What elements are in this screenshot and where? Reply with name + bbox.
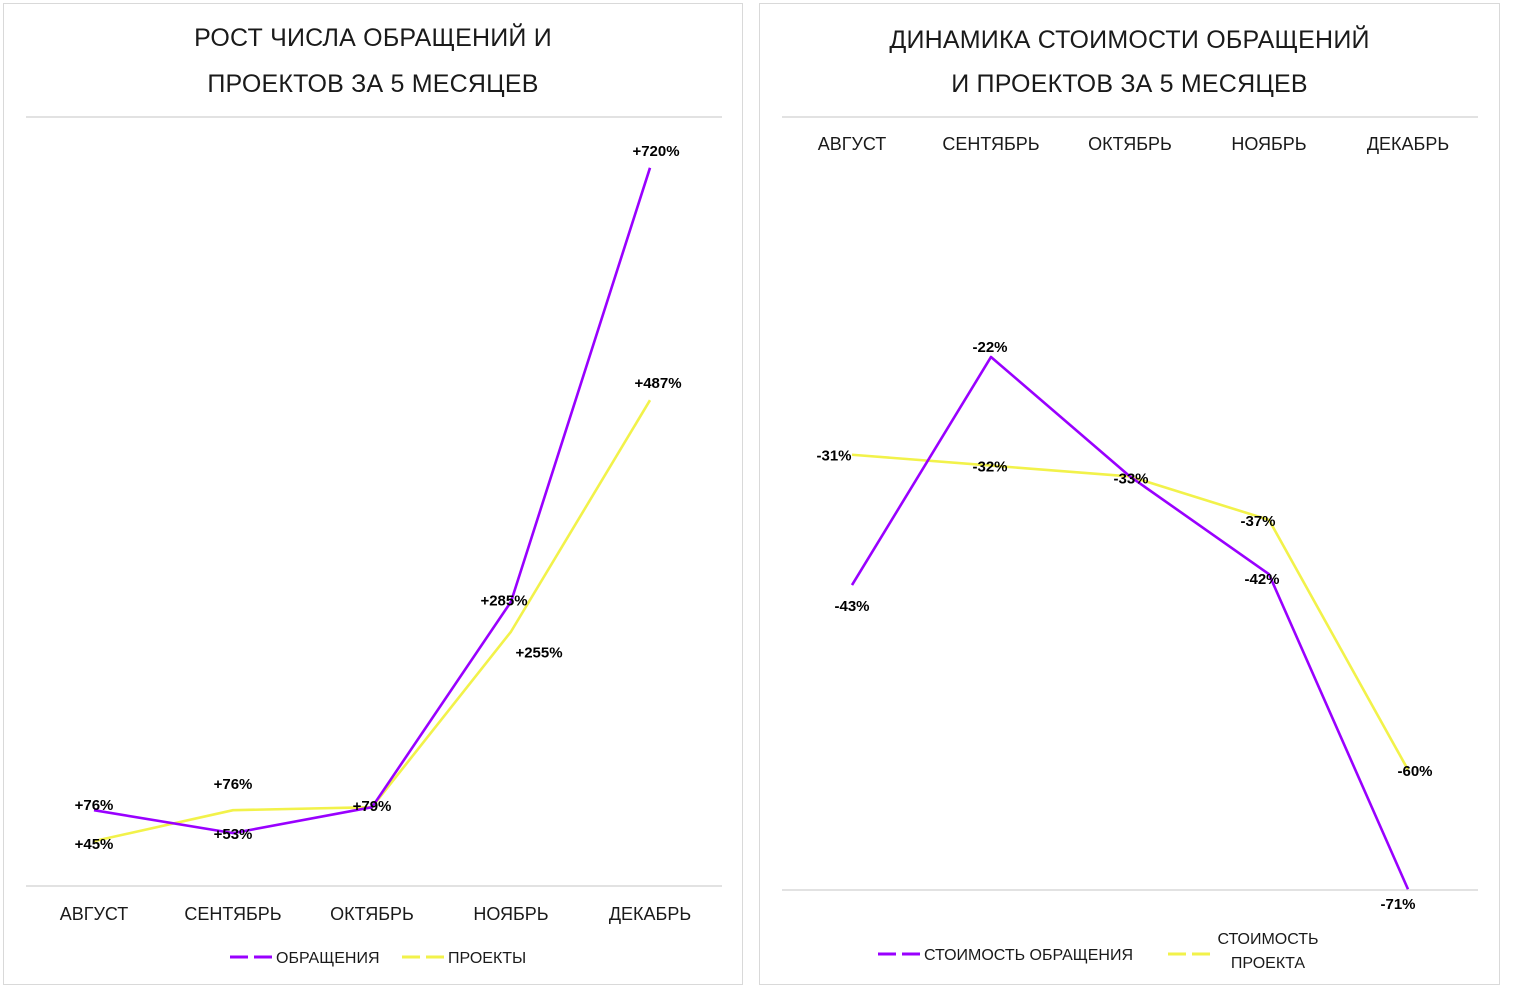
category-label-5: ДЕКАБРЬ xyxy=(609,904,691,924)
chart-title-line-2: И ПРОЕКТОВ ЗА 5 МЕСЯЦЕВ xyxy=(951,70,1308,98)
data-label-s2-1: +45% xyxy=(75,836,114,853)
data-label-s2-4: +255% xyxy=(515,645,562,662)
growth-line-chart: АВГУСТ СЕНТЯБРЬ ОКТЯБРЬ НОЯБРЬ ДЕКАБРЬ +76% +5… xyxy=(26,116,722,967)
data-label-s1-5: -71% xyxy=(1380,896,1415,913)
data-label-s2-2: -32% xyxy=(972,459,1007,476)
data-label-s1-2: -22% xyxy=(972,339,1007,356)
data-label-s2-5: +487% xyxy=(634,375,681,392)
chart-panel-cost: ДИНАМИКА СТОИМОСТИ ОБРАЩЕНИЙ И ПРОЕКТОВ … xyxy=(759,3,1500,985)
series-line-2 xyxy=(851,453,1410,771)
data-label-s1-3: -33% xyxy=(1113,470,1148,487)
data-label-s1-1: +76% xyxy=(75,797,114,814)
data-label-s2-1: -31% xyxy=(816,448,851,465)
category-label-3: ОКТЯБРЬ xyxy=(330,904,414,924)
data-label-s2-4: -37% xyxy=(1240,513,1275,530)
category-label-2: СЕНТЯБРЬ xyxy=(942,134,1039,154)
category-label-2: СЕНТЯБРЬ xyxy=(184,904,281,924)
chart-title-line-1: РОСТ ЧИСЛА ОБРАЩЕНИЙ И xyxy=(194,24,552,52)
category-label-5: ДЕКАБРЬ xyxy=(1367,134,1449,154)
series-line-1 xyxy=(93,167,652,835)
category-label-4: НОЯБРЬ xyxy=(1231,134,1306,154)
series-line-1 xyxy=(850,355,1410,890)
data-label-s1-3: +79% xyxy=(353,798,392,815)
data-label-s2-2: +76% xyxy=(214,776,253,793)
chart-panel-growth: РОСТ ЧИСЛА ОБРАЩЕНИЙ И ПРОЕКТОВ ЗА 5 МЕС… xyxy=(3,3,743,985)
cost-line-chart: АВГУСТ СЕНТЯБРЬ ОКТЯБРЬ НОЯБРЬ ДЕКАБРЬ -43% -2… xyxy=(782,116,1478,972)
data-label-s2-5: -60% xyxy=(1397,763,1432,780)
category-label-1: АВГУСТ xyxy=(818,134,887,154)
category-label-1: АВГУСТ xyxy=(60,904,129,924)
data-label-s1-5: +720% xyxy=(632,143,679,160)
legend-label-2: ПРОЕКТЫ xyxy=(448,950,526,967)
data-label-s1-1: -43% xyxy=(834,598,869,615)
category-label-3: ОКТЯБРЬ xyxy=(1088,134,1172,154)
legend-label-2-line-2: ПРОЕКТА xyxy=(1231,955,1306,972)
legend-label-1: СТОИМОСТЬ ОБРАЩЕНИЯ xyxy=(924,947,1133,964)
legend-label-1: ОБРАЩЕНИЯ xyxy=(276,950,380,967)
chart-title-line-1: ДИНАМИКА СТОИМОСТИ ОБРАЩЕНИЙ xyxy=(889,26,1370,54)
data-label-s1-4: +285% xyxy=(480,593,527,610)
legend-label-2-line-1: СТОИМОСТЬ xyxy=(1217,931,1318,948)
data-label-s1-2: +53% xyxy=(214,826,253,843)
series-line-2 xyxy=(93,399,652,843)
chart-title-line-2: ПРОЕКТОВ ЗА 5 МЕСЯЦЕВ xyxy=(207,70,539,98)
category-label-4: НОЯБРЬ xyxy=(473,904,548,924)
data-label-s1-4: -42% xyxy=(1244,571,1279,588)
